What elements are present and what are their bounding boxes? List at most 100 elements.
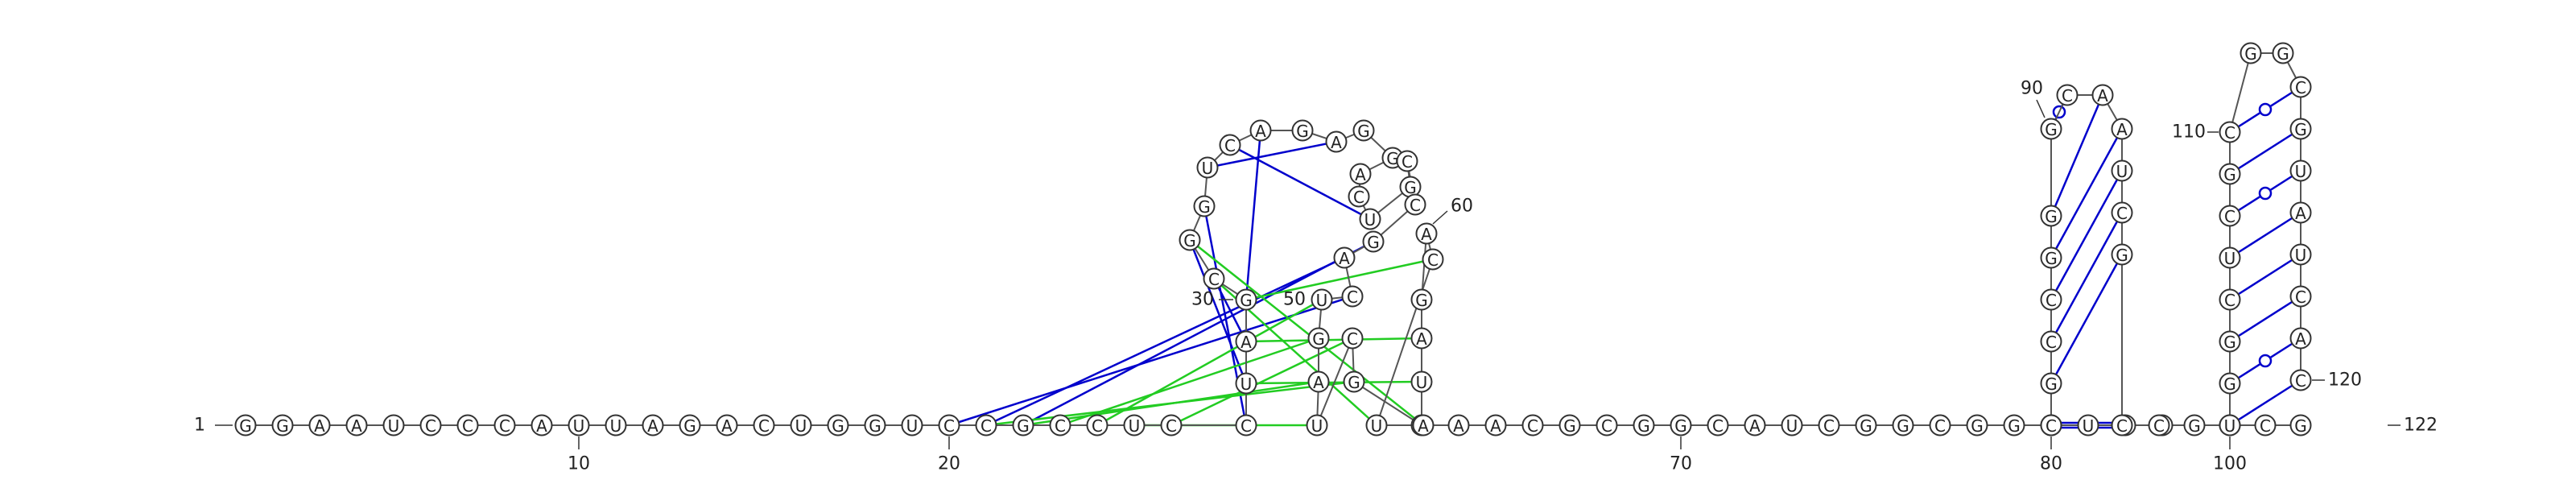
nucleotide: C: [2056, 84, 2079, 106]
nucleotide-circle: [2148, 414, 2170, 437]
nucleotide: G: [2219, 372, 2241, 395]
nucleotide: C: [1929, 414, 1951, 437]
nucleotide-letter: A: [1421, 225, 1432, 244]
nucleotide-letter: C: [1347, 329, 1358, 349]
nucleotide: G: [2183, 414, 2206, 437]
nucleotide-letter: G: [1860, 416, 1872, 436]
nucleotide-circle: [1410, 327, 1433, 350]
nucleotide-letter: C: [943, 416, 955, 436]
nucleotide-circle: [1307, 370, 1330, 393]
base-pair-line: [1022, 240, 1374, 427]
nucleotide: G: [1343, 370, 1365, 393]
pseudoknot-pair-line: [1245, 337, 1422, 343]
base-pair-line: [1207, 140, 1337, 169]
nucleotide-circle: [716, 414, 738, 437]
nucleotide-letter: C: [1712, 416, 1724, 436]
nucleotide: G: [1235, 288, 1257, 311]
nucleotide-circle: [1412, 414, 1435, 437]
nucleotide: C: [1521, 414, 1544, 437]
nucleotide-letter: U: [1202, 159, 1214, 178]
nucleotide: G: [1291, 119, 1314, 142]
position-label: 100: [2213, 454, 2247, 474]
nucleotide-circle: [1484, 414, 1507, 437]
nucleotide-letter: U: [795, 416, 807, 436]
nucleotide: G: [2289, 414, 2312, 437]
nucleotide-letter: G: [869, 416, 881, 436]
nucleotide: A: [308, 414, 331, 437]
nucleotide: C: [1049, 414, 1071, 437]
backbone-segment: [1316, 337, 1353, 426]
nucleotide: C: [2219, 121, 2241, 143]
nucleotide-circle: [2040, 414, 2062, 437]
nucleotide: G: [1410, 288, 1433, 311]
nucleotide-letter: C: [1241, 416, 1252, 436]
nucleotide-circle: [1235, 372, 1257, 395]
nucleotide: A: [1307, 370, 1330, 393]
nucleotide-letter: A: [314, 416, 325, 436]
nucleotide: G: [1399, 176, 1422, 198]
nucleotide-letter: G: [2223, 333, 2236, 352]
wobble-pair-marker: [2258, 102, 2273, 117]
nucleotide-letter: C: [1166, 416, 1177, 436]
nucleotide-circle: [1404, 193, 1426, 216]
nucleotide-circle: [1086, 414, 1108, 437]
nucleotide-circle: [1343, 370, 1365, 393]
base-pair-line: [2229, 127, 2301, 176]
nucleotide-letter: C: [2062, 86, 2073, 106]
nucleotide: C: [2219, 205, 2241, 227]
nucleotide-letter: U: [2295, 162, 2307, 181]
tick-layer: [215, 99, 2401, 449]
nucleotide-circle: [1341, 285, 1364, 308]
nucleotide: C: [419, 414, 442, 437]
nucleotide: G: [2040, 372, 2062, 395]
nucleotide-letter: U: [1311, 416, 1323, 436]
nucleotide-circle: [2040, 372, 2062, 395]
nucleotide-letter: A: [351, 416, 362, 436]
nucleotide: U: [2219, 246, 2241, 269]
nucleotide: U: [2111, 159, 2133, 182]
nucleotide-letter: G: [1017, 416, 1030, 436]
nucleotide: A: [2289, 201, 2312, 224]
base-pair-line: [2229, 211, 2301, 259]
nucleotide: C: [2111, 414, 2133, 437]
nucleotide: C: [1341, 285, 1364, 308]
nucleotide-circle: [2289, 118, 2312, 140]
nucleotide: G: [271, 414, 294, 437]
nucleotide-circle: [2219, 121, 2241, 143]
nucleotide-circle: [308, 414, 331, 437]
nucleotide: C: [2289, 285, 2312, 308]
nucleotide-circle: [345, 414, 368, 437]
position-label: 60: [1451, 197, 1473, 217]
nucleotide-letter: G: [2045, 207, 2058, 226]
nucleotide-letter: G: [1563, 416, 1576, 436]
base-pair-layer: [948, 85, 2301, 429]
base-pair-line: [2050, 94, 2104, 217]
wobble-pair-marker: [2258, 186, 2273, 201]
position-label: 30: [1191, 290, 1214, 310]
nucleotide: G: [1892, 414, 1914, 437]
nucleotide-letter: U: [1416, 373, 1428, 392]
nucleotide-letter: C: [462, 416, 473, 436]
nucleotide: A: [530, 414, 553, 437]
position-label: 10: [568, 454, 590, 474]
nucleotide: C: [2040, 288, 2062, 311]
backbone-segment: [1353, 381, 1422, 426]
nucleotide-letter: C: [2295, 288, 2306, 307]
nucleotide-circle: [530, 414, 553, 437]
nucleotide: G: [1352, 119, 1375, 142]
nucleotide: A: [2091, 84, 2114, 106]
nucleotide: G: [1362, 230, 1385, 253]
nucleotide: G: [2219, 163, 2241, 185]
nucleotide-circle: [1193, 195, 1216, 217]
nucleotide-letter: G: [1415, 291, 1428, 310]
nucleotide: U: [2289, 243, 2312, 266]
nucleotide: A: [1333, 246, 1356, 269]
position-label: 110: [2172, 122, 2206, 143]
nucleotide-letter: C: [2046, 416, 2057, 436]
nucleotide-letter: C: [2153, 416, 2165, 436]
nucleotide-circle: [1012, 414, 1034, 437]
nucleotide-circle: [1291, 119, 1314, 142]
nucleotide-circle: [2289, 159, 2312, 182]
nucleotide-circle: [1415, 222, 1438, 245]
